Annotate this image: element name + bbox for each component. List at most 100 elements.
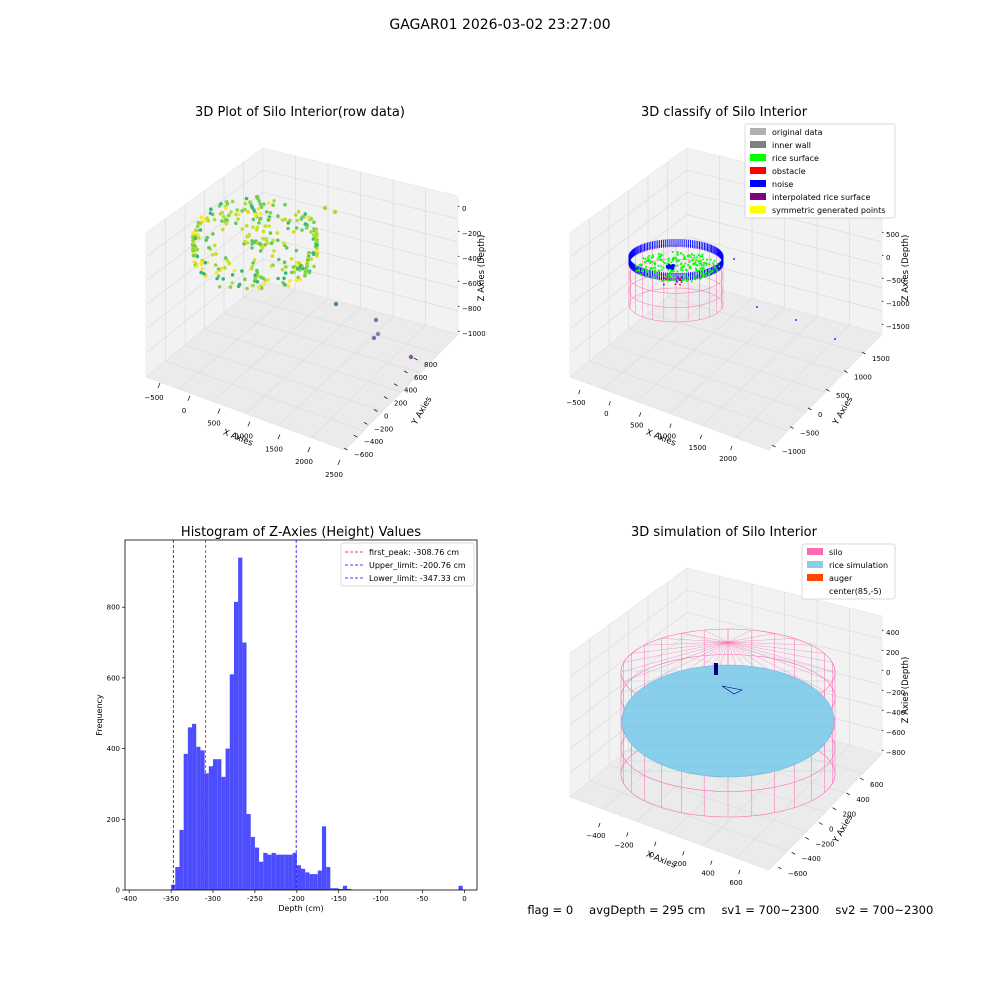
rice-surface-point <box>712 263 715 266</box>
data-point <box>255 225 259 230</box>
rice-surface-point <box>667 273 670 276</box>
rice-surface-point <box>688 260 691 263</box>
x-tick-label: -350 <box>163 895 179 903</box>
histogram-bar <box>326 867 331 890</box>
histogram-bar <box>208 766 213 890</box>
obstacle-point <box>666 278 668 280</box>
outlier-point <box>375 331 381 337</box>
z-tick-label: −200 <box>886 689 905 697</box>
rice-surface-point <box>653 270 656 273</box>
noise-point <box>673 264 675 267</box>
sv1-status: sv1 = 700~2300 <box>721 903 820 917</box>
data-point <box>309 257 314 261</box>
rice-surface-point <box>686 269 688 272</box>
legend: original data inner wall rice surface obsta… <box>744 123 896 219</box>
data-point <box>304 226 309 230</box>
data-point <box>205 216 210 220</box>
y-tick <box>343 447 348 451</box>
rice-surface-point <box>702 266 705 269</box>
rice-surface-point <box>660 253 662 256</box>
rice-surface-point <box>644 267 646 270</box>
data-point <box>313 232 317 237</box>
z-tick <box>881 649 884 652</box>
data-point <box>290 270 294 275</box>
obstacle-point <box>658 278 661 281</box>
classify-3d-plot: 3D classify of Silo Interior −500 0 500 1000… <box>566 105 911 463</box>
z-tick <box>457 280 460 283</box>
histogram-bar <box>217 759 222 890</box>
classified-points <box>628 239 836 340</box>
data-point <box>268 231 273 235</box>
rice-surface-point <box>669 271 672 274</box>
rice-surface-point <box>683 265 685 268</box>
data-point <box>246 234 251 239</box>
rice-surface-point <box>662 279 665 282</box>
rice-surface-point <box>690 280 693 283</box>
roof-line <box>661 638 729 643</box>
y-tick <box>383 396 388 399</box>
z-tick <box>881 254 884 257</box>
x-tick-label: 0 <box>650 851 654 859</box>
histogram-bar <box>301 868 306 890</box>
histogram-bar <box>292 852 297 890</box>
rice-surface-point <box>660 269 663 272</box>
y-tick-label: 0 <box>116 887 120 895</box>
histogram-bar <box>338 888 343 890</box>
histogram-bar <box>250 836 255 890</box>
rice-surface-point <box>673 256 676 259</box>
x-tick-label: 500 <box>630 421 643 429</box>
data-point <box>264 210 269 214</box>
data-point <box>295 218 299 223</box>
data-point <box>298 265 303 269</box>
data-point <box>250 239 254 243</box>
z-tick <box>457 230 460 233</box>
z-tick-label: −400 <box>886 709 905 717</box>
rice-surface-point <box>710 270 713 273</box>
rice-surface-point <box>660 254 663 257</box>
rice-surface-point <box>640 263 643 266</box>
x-tick-label: −200 <box>614 841 633 849</box>
y-tick-label: −600 <box>788 870 807 878</box>
x-tick-label: -200 <box>289 895 305 903</box>
rice-surface-point <box>654 269 657 272</box>
rice-surface-point <box>683 257 685 260</box>
z-tick-label: −200 <box>462 230 481 238</box>
rice-surface-point <box>681 269 684 272</box>
rice-surface-point <box>709 258 712 261</box>
rice-surface-point <box>654 262 657 265</box>
y-tick-label: 200 <box>394 400 407 408</box>
rice-surface-point <box>691 259 693 262</box>
x-tick-label: 200 <box>673 860 686 868</box>
rice-surface-point <box>654 271 656 274</box>
roof-line <box>704 629 729 643</box>
rice-surface-point <box>696 256 698 259</box>
data-point <box>270 254 275 258</box>
data-point <box>199 215 204 220</box>
rice-surface-point <box>667 268 669 271</box>
legend-box <box>744 123 896 219</box>
rice-surface-point <box>662 266 665 269</box>
data-point <box>307 270 312 275</box>
rice-surface-point <box>699 255 702 258</box>
y-tick <box>807 407 812 411</box>
legend-label: auger <box>829 574 853 583</box>
histogram-bar <box>271 852 276 890</box>
x-axis-label: X Axies <box>644 428 677 449</box>
data-point <box>252 258 257 262</box>
data-point <box>259 286 264 290</box>
rice-surface-point <box>675 260 678 263</box>
rice-surface-point <box>675 257 677 260</box>
rice-surface-point <box>701 275 704 278</box>
roof-line <box>727 633 775 643</box>
histogram-bars <box>171 557 463 890</box>
data-point <box>262 282 266 286</box>
data-point <box>228 285 233 289</box>
data-point <box>315 240 319 244</box>
noise-point <box>671 265 674 267</box>
y-tick <box>393 383 398 387</box>
rice-surface-point <box>681 275 683 277</box>
x-tick <box>639 412 642 417</box>
rice-surface-point <box>702 258 704 261</box>
data-point <box>198 228 203 232</box>
data-point <box>314 253 319 257</box>
